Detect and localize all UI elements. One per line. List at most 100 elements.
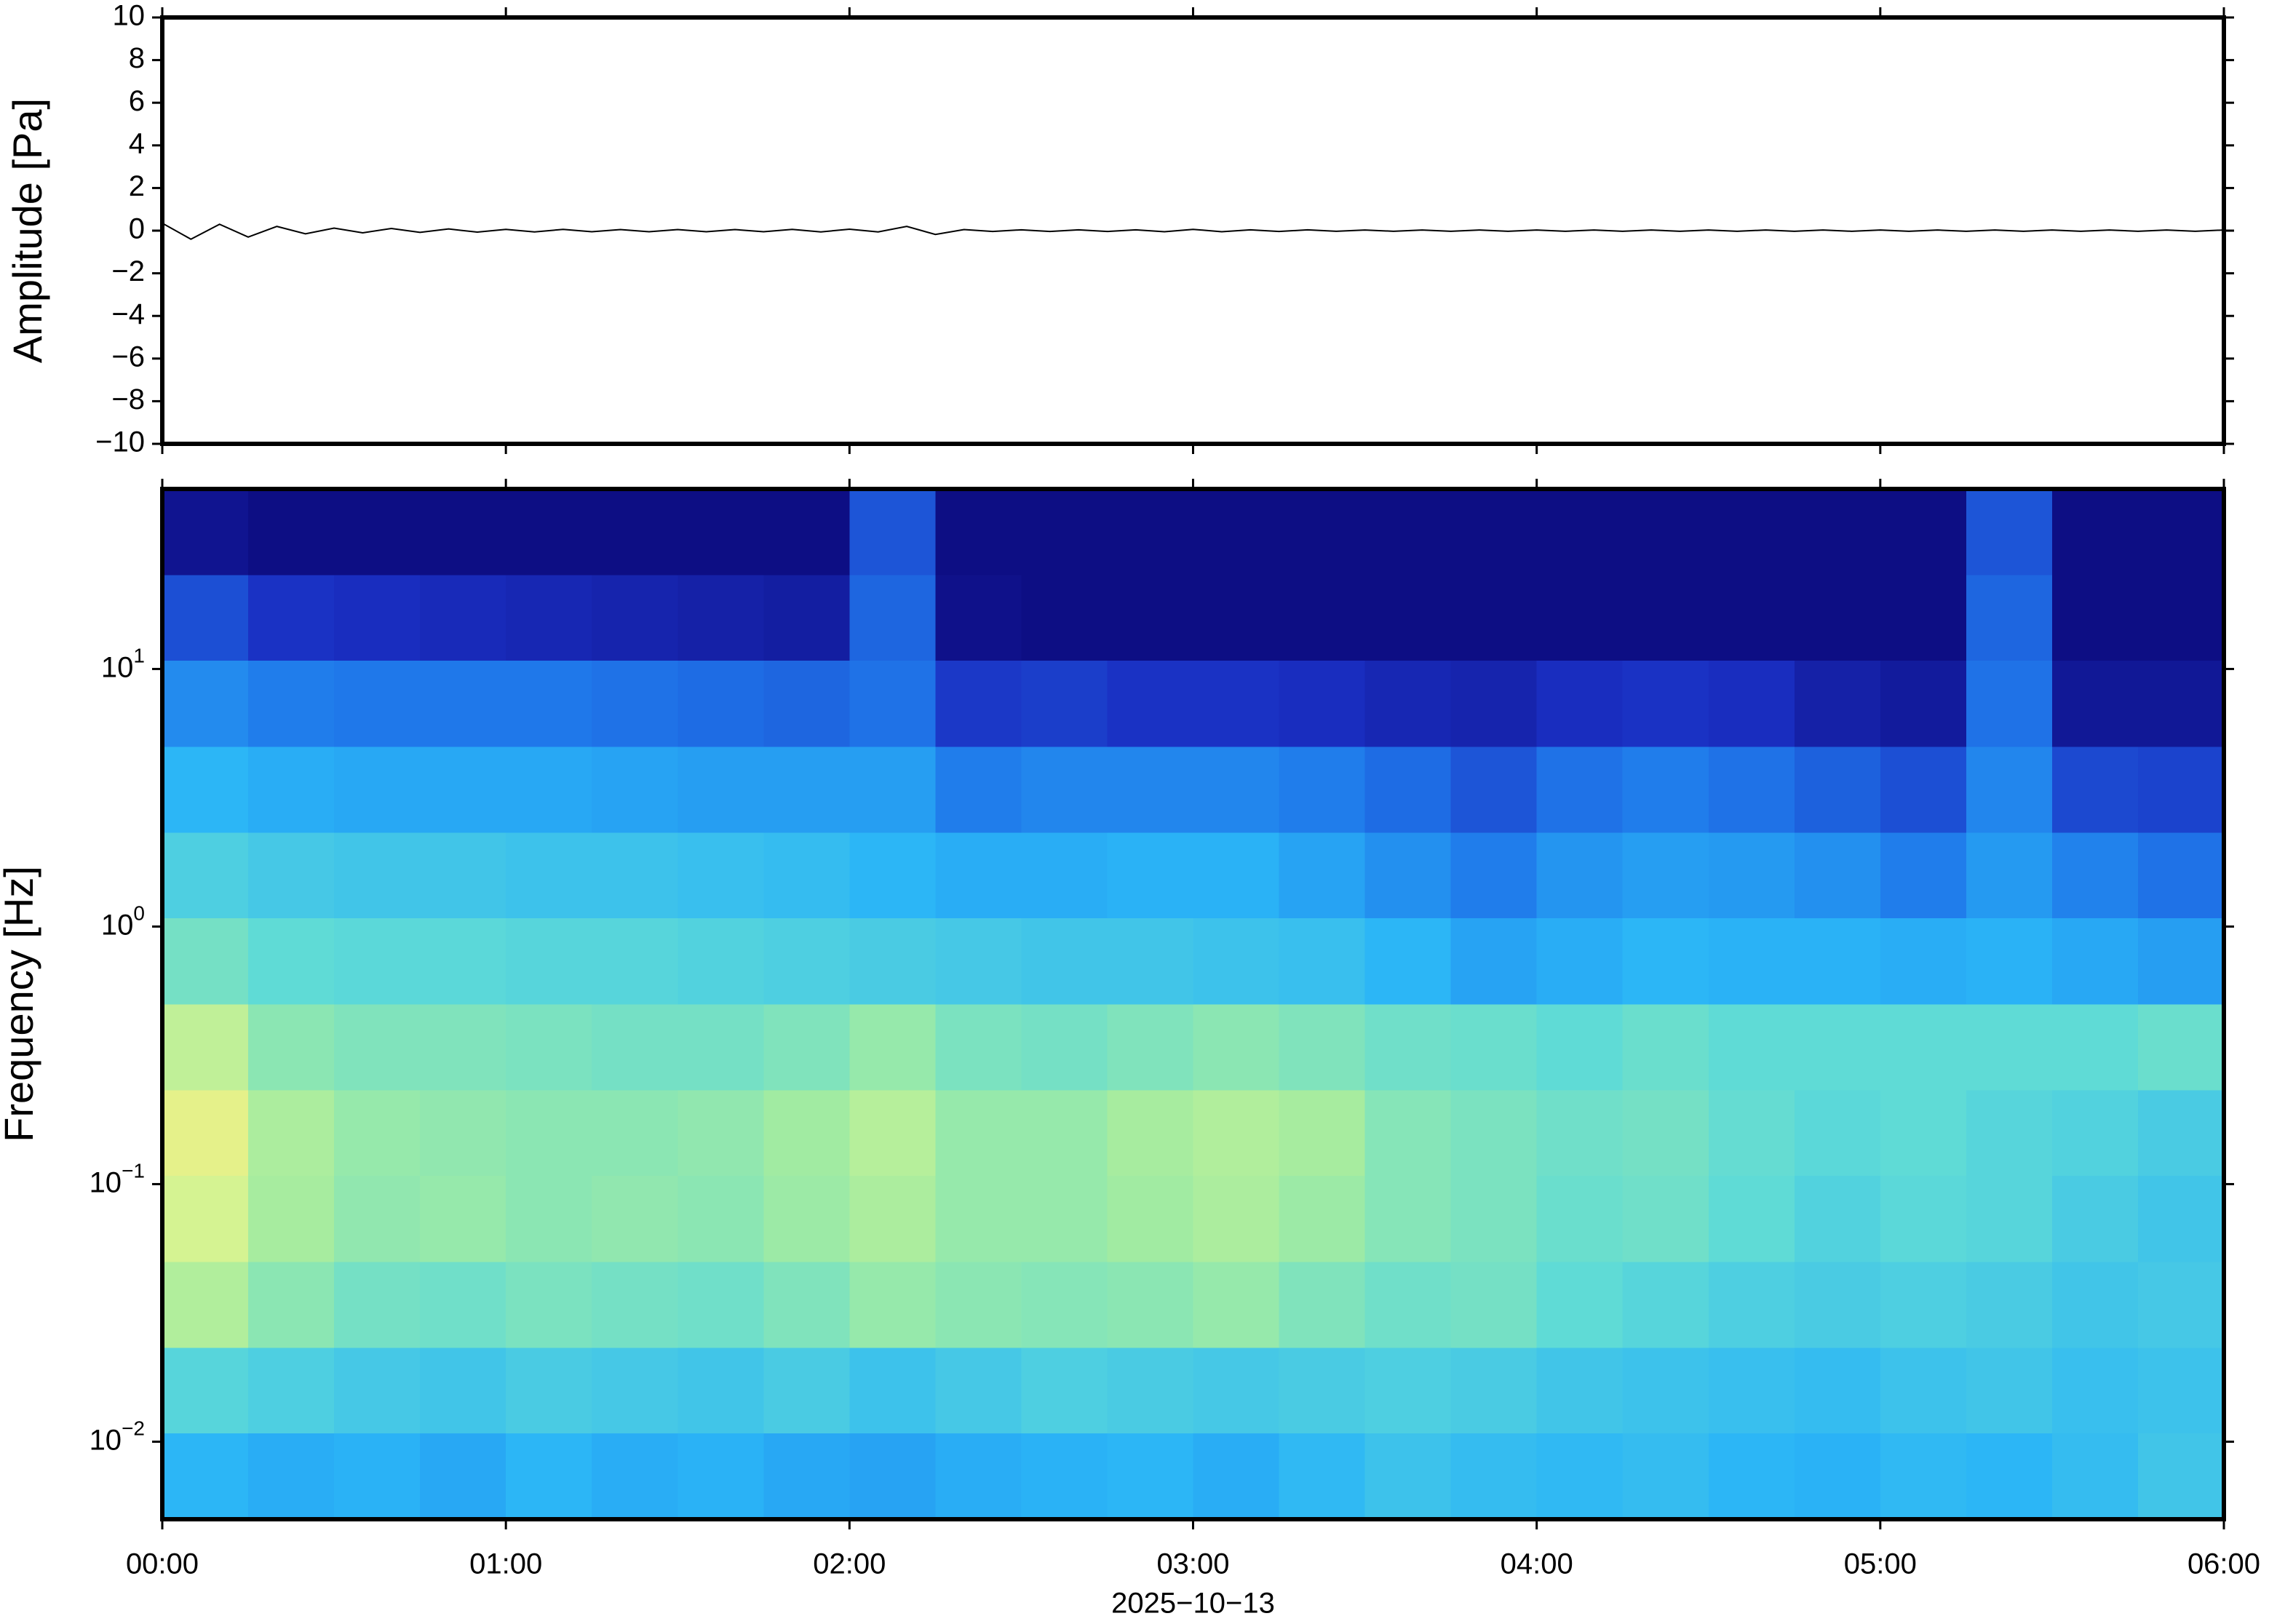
spectrogram-cell [849,575,936,661]
spectrogram-cell [763,1348,850,1434]
spectrogram-cell [1536,489,1624,576]
spectrogram-cell [763,1175,850,1262]
spectrogram-cell [2137,489,2225,576]
spectrogram-cell [1193,575,1280,661]
spectrogram-cell [849,489,936,576]
spectrogram-cell [1966,489,2053,576]
spectrogram-cell [506,1004,592,1091]
spectrogram-cell [2051,575,2139,661]
spectrogram-cell [1622,1433,1709,1520]
spectrogram-cell [334,1262,421,1348]
y-tick-label-exponent: −1 [122,1160,145,1182]
spectrogram-cell [334,747,421,833]
spectrogram-cell [1021,489,1108,576]
spectrogram-cell [506,1090,592,1177]
spectrogram-cell [1794,918,1881,1005]
spectrogram-cell [1966,1090,2053,1177]
spectrogram-cell [1364,1262,1452,1348]
spectrogram-cell [1279,1090,1366,1177]
spectrogram-cell [1536,1175,1624,1262]
y-tick-label: 4 [129,127,145,159]
spectrogram-cell [1622,918,1709,1005]
spectrogram-cell [1021,1348,1108,1434]
spectrogram-cell [420,747,506,833]
spectrogram-cell [2137,1433,2225,1520]
spectrogram-cell [334,918,421,1005]
spectrogram-cell [162,1348,249,1434]
spectrogram-cell [248,918,335,1005]
spectrogram-cell [1536,1262,1624,1348]
spectrogram-cell [1708,575,1795,661]
spectrogram-cell [1794,1433,1881,1520]
spectrogram-cell [1794,1262,1881,1348]
spectrogram-cell [1021,918,1108,1005]
x-tick-label: 02:00 [813,1548,886,1580]
spectrogram-cell [1450,1262,1538,1348]
spectrogram-cell [677,918,764,1005]
spectrogram-cell [592,832,678,919]
spectrogram-cell [677,1175,764,1262]
spectrogram-cell [1450,1004,1538,1091]
spectrogram-cell [162,832,249,919]
y-tick-label: −6 [111,341,145,373]
spectrogram-cell [677,1090,764,1177]
spectrogram-cell [506,1433,592,1520]
spectrogram-cell [1193,1175,1280,1262]
spectrogram-cell [420,575,506,661]
spectrogram-cell [506,1348,592,1434]
spectrogram-cell [1708,1090,1795,1177]
spectrogram-cell [1279,1175,1366,1262]
spectrogram-cell [1107,747,1194,833]
spectrogram-cell [334,1090,421,1177]
spectrogram-cell [420,918,506,1005]
spectrogram-cell [849,747,936,833]
spectrogram-cell [248,1348,335,1434]
spectrogram-cell [849,660,936,747]
spectrogram-cell [592,1262,678,1348]
y-tick-label: 10 [113,0,146,32]
y-tick-label-base: 10 [90,1424,122,1456]
y-tick-label: 10−2 [90,1417,145,1456]
spectrogram-cell [1622,747,1709,833]
spectrogram-cell [1364,747,1452,833]
spectrogram-cell [1193,1090,1280,1177]
spectrogram-cell [935,1433,1022,1520]
spectrogram-cell [1193,918,1280,1005]
spectrogram-cell [1364,489,1452,576]
y-tick-label-exponent: −2 [122,1417,145,1440]
spectrogram-cell [1794,660,1881,747]
spectrogram-cell [1708,918,1795,1005]
spectrogram-cell [935,1348,1022,1434]
spectrogram-cell [763,575,850,661]
spectrogram-cell [677,1348,764,1434]
spectrogram-cell [2051,660,2139,747]
spectrogram-cell [1622,1262,1709,1348]
spectrogram-cell [2051,1433,2139,1520]
spectrogram-cell [248,1175,335,1262]
spectrogram-cell [849,918,936,1005]
spectrogram-cell [1708,747,1795,833]
spectrogram-cell [1107,1090,1194,1177]
spectrogram-cell [420,1262,506,1348]
spectrogram-cell [248,1433,335,1520]
spectrogram-cell [1364,832,1452,919]
spectrogram-cell [1794,1348,1881,1434]
spectrogram-cell [2051,1262,2139,1348]
spectrogram-cell [1279,832,1366,919]
spectrogram-cell [420,1175,506,1262]
spectrogram-cell [1536,747,1624,833]
spectrogram-cell [1622,660,1709,747]
spectrogram-cell [1364,575,1452,661]
spectrogram-cell [763,660,850,747]
spectrogram-cell [2137,1004,2225,1091]
spectrogram-cell [1193,1004,1280,1091]
spectrogram-cell [1622,1348,1709,1434]
spectrogram-cell [1107,660,1194,747]
spectrogram-cell [2137,832,2225,919]
spectrogram-cell [677,1004,764,1091]
x-tick-label: 03:00 [1156,1548,1229,1580]
spectrogram-cell [935,832,1022,919]
spectrogram-cell [1193,1262,1280,1348]
spectrogram-cell [763,1090,850,1177]
